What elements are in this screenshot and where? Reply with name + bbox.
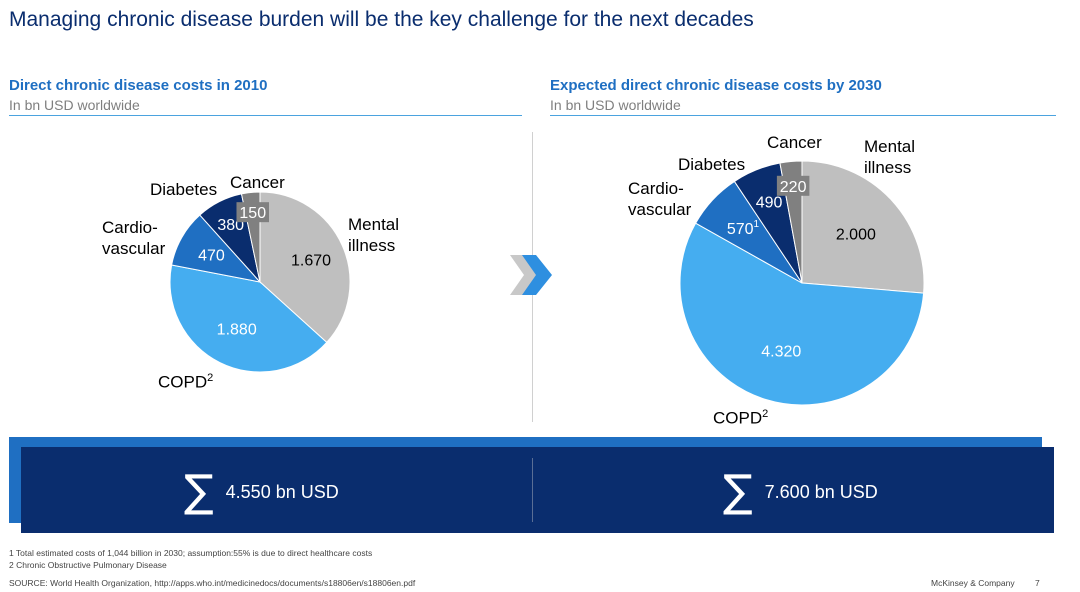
value-label-bg-cancer	[236, 202, 269, 223]
label-2030-cancer: Cancer	[767, 133, 822, 152]
footnote-1: 1 Total estimated costs of 1,044 billion…	[9, 548, 373, 558]
value-label-cardiovascular: 470	[198, 248, 225, 265]
label-2010-diabetes: Diabetes	[150, 180, 218, 199]
label-2030-cardiovascular: Cardio-vascular	[628, 179, 692, 219]
value-label-cardiovascular: 5701	[727, 219, 760, 238]
summary-2010-value: 4.550 bn USD	[225, 481, 339, 502]
chart-2030-title: Expected direct chronic disease costs by…	[550, 77, 882, 94]
label-2010-copd: COPD2	[158, 372, 214, 392]
pie-slice-mental-illness	[801, 160, 925, 294]
value-label-cancer: 150	[239, 205, 266, 222]
value-label-mental-illness: 2.000	[836, 226, 876, 243]
value-label-copd: 1.880	[217, 322, 257, 339]
page-title: Managing chronic disease burden will be …	[9, 8, 754, 31]
sigma-icon: ∑	[184, 466, 214, 517]
label-2030-mental-illness: Mental illness	[864, 137, 916, 177]
chart-2010-subtitle: In bn USD worldwide	[9, 97, 140, 113]
value-label-copd: 4.320	[761, 344, 801, 361]
sigma-icon: ∑	[723, 466, 753, 517]
pie-slice-copd	[169, 264, 328, 373]
value-label-bg-cancer	[776, 175, 810, 196]
page-number: 7	[1035, 578, 1040, 588]
value-label-mental-illness: 1.670	[291, 252, 331, 269]
label-2030-diabetes: Diabetes	[678, 155, 746, 174]
chart-2010-title: Direct chronic disease costs in 2010	[9, 77, 268, 94]
value-label-diabetes: 490	[756, 195, 783, 212]
pie-slice-copd	[679, 222, 925, 406]
value-label-cancer: 220	[780, 179, 807, 196]
pie-slice-mental-illness	[259, 191, 351, 344]
label-2030-copd: COPD2	[713, 408, 769, 428]
label-2010-cancer: Cancer	[230, 173, 285, 192]
label-2010-cardiovascular: Cardio-vascular	[102, 218, 166, 258]
chart-2030-subtitle: In bn USD worldwide	[550, 97, 681, 113]
chevron-right-icon	[510, 255, 552, 295]
chart-2010-rule	[9, 115, 522, 116]
brand-name: McKinsey & Company	[931, 578, 1015, 588]
summary-divider	[532, 458, 533, 522]
source-note: SOURCE: World Health Organization, http:…	[9, 578, 416, 588]
summary-band	[21, 447, 1054, 533]
summary-2030-value: 7.600 bn USD	[764, 481, 878, 502]
summary-2030: ∑ 7.600 bn USD	[723, 470, 878, 514]
chart-2030-rule	[550, 115, 1056, 116]
label-2010-mental-illness: Mental illness	[348, 215, 400, 255]
summary-2010: ∑ 4.550 bn USD	[184, 470, 339, 514]
footnote-2: 2 Chronic Obstructive Pulmonary Disease	[9, 560, 167, 570]
